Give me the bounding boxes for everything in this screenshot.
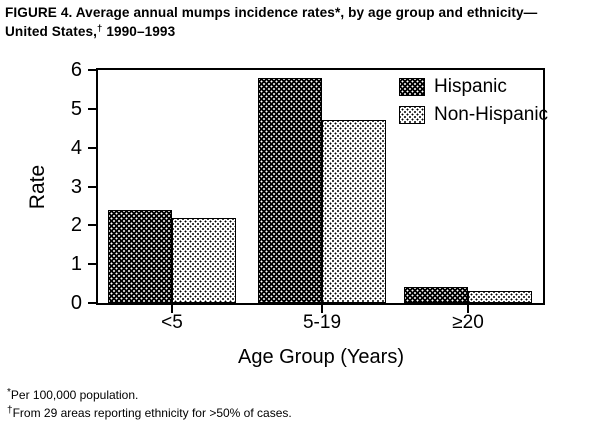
x-axis-title: Age Group (Years): [237, 346, 404, 368]
x-axis-tick: [467, 305, 469, 313]
plot-area: [96, 68, 545, 305]
x-axis-tick: [321, 305, 323, 313]
footnote-areas: †From 29 areas reporting ethnicity for >…: [7, 405, 292, 420]
legend-label-hispanic: Hispanic: [434, 76, 507, 97]
x-axis-tick-label: 5-19: [302, 312, 342, 333]
y-axis-tick: [88, 107, 96, 110]
bar-hispanic-3: [404, 287, 468, 303]
y-axis-tick-label: 1: [70, 253, 82, 276]
figure-title-line2: United States,† 1990–1993: [5, 23, 176, 39]
y-axis-tick-label: 5: [70, 97, 82, 120]
y-axis-tick-label: 0: [70, 292, 82, 314]
asterisk-superscript: *: [7, 387, 11, 398]
legend-item-hispanic: Hispanic: [399, 77, 548, 96]
y-axis-tick-label: 3: [70, 175, 82, 198]
legend: Hispanic Non-Hispanic: [399, 77, 548, 133]
legend-label-non-hispanic: Non-Hispanic: [434, 104, 549, 125]
bar-hispanic-1: [108, 210, 172, 303]
x-axis-tick-label: ≥20: [452, 312, 484, 333]
y-axis-tick: [88, 69, 96, 71]
legend-item-non-hispanic: Non-Hispanic: [399, 105, 548, 124]
y-axis-tick: [88, 224, 96, 227]
figure-title-line1: FIGURE 4. Average annual mumps incidence…: [5, 5, 538, 20]
y-axis-tick: [88, 146, 96, 149]
y-axis-tick-label: 6: [70, 59, 82, 81]
x-axis-tick: [171, 305, 173, 313]
bar-hispanic-2: [258, 78, 322, 303]
bar-non-hispanic-2: [322, 120, 386, 303]
y-axis-tick-label: 4: [70, 136, 82, 159]
footnote-rate: *Per 100,000 population.: [7, 387, 139, 402]
legend-swatch-hispanic: [399, 77, 425, 96]
dagger-superscript: †: [7, 405, 13, 416]
figure-title: FIGURE 4. Average annual mumps incidence…: [5, 5, 599, 40]
y-axis-tick: [88, 302, 96, 304]
bar-non-hispanic-3: [468, 291, 532, 303]
y-axis-tick-label: 2: [70, 214, 82, 237]
x-axis-tick-label: <5: [161, 312, 183, 333]
y-axis-tick: [88, 263, 96, 266]
footnotes: *Per 100,000 population. †From 29 areas …: [7, 385, 292, 421]
y-axis-title: Rate: [26, 164, 49, 210]
legend-swatch-non-hispanic: [399, 105, 425, 124]
dagger-superscript: †: [97, 23, 103, 34]
y-axis-tick: [88, 185, 96, 188]
bar-non-hispanic-1: [172, 218, 236, 303]
